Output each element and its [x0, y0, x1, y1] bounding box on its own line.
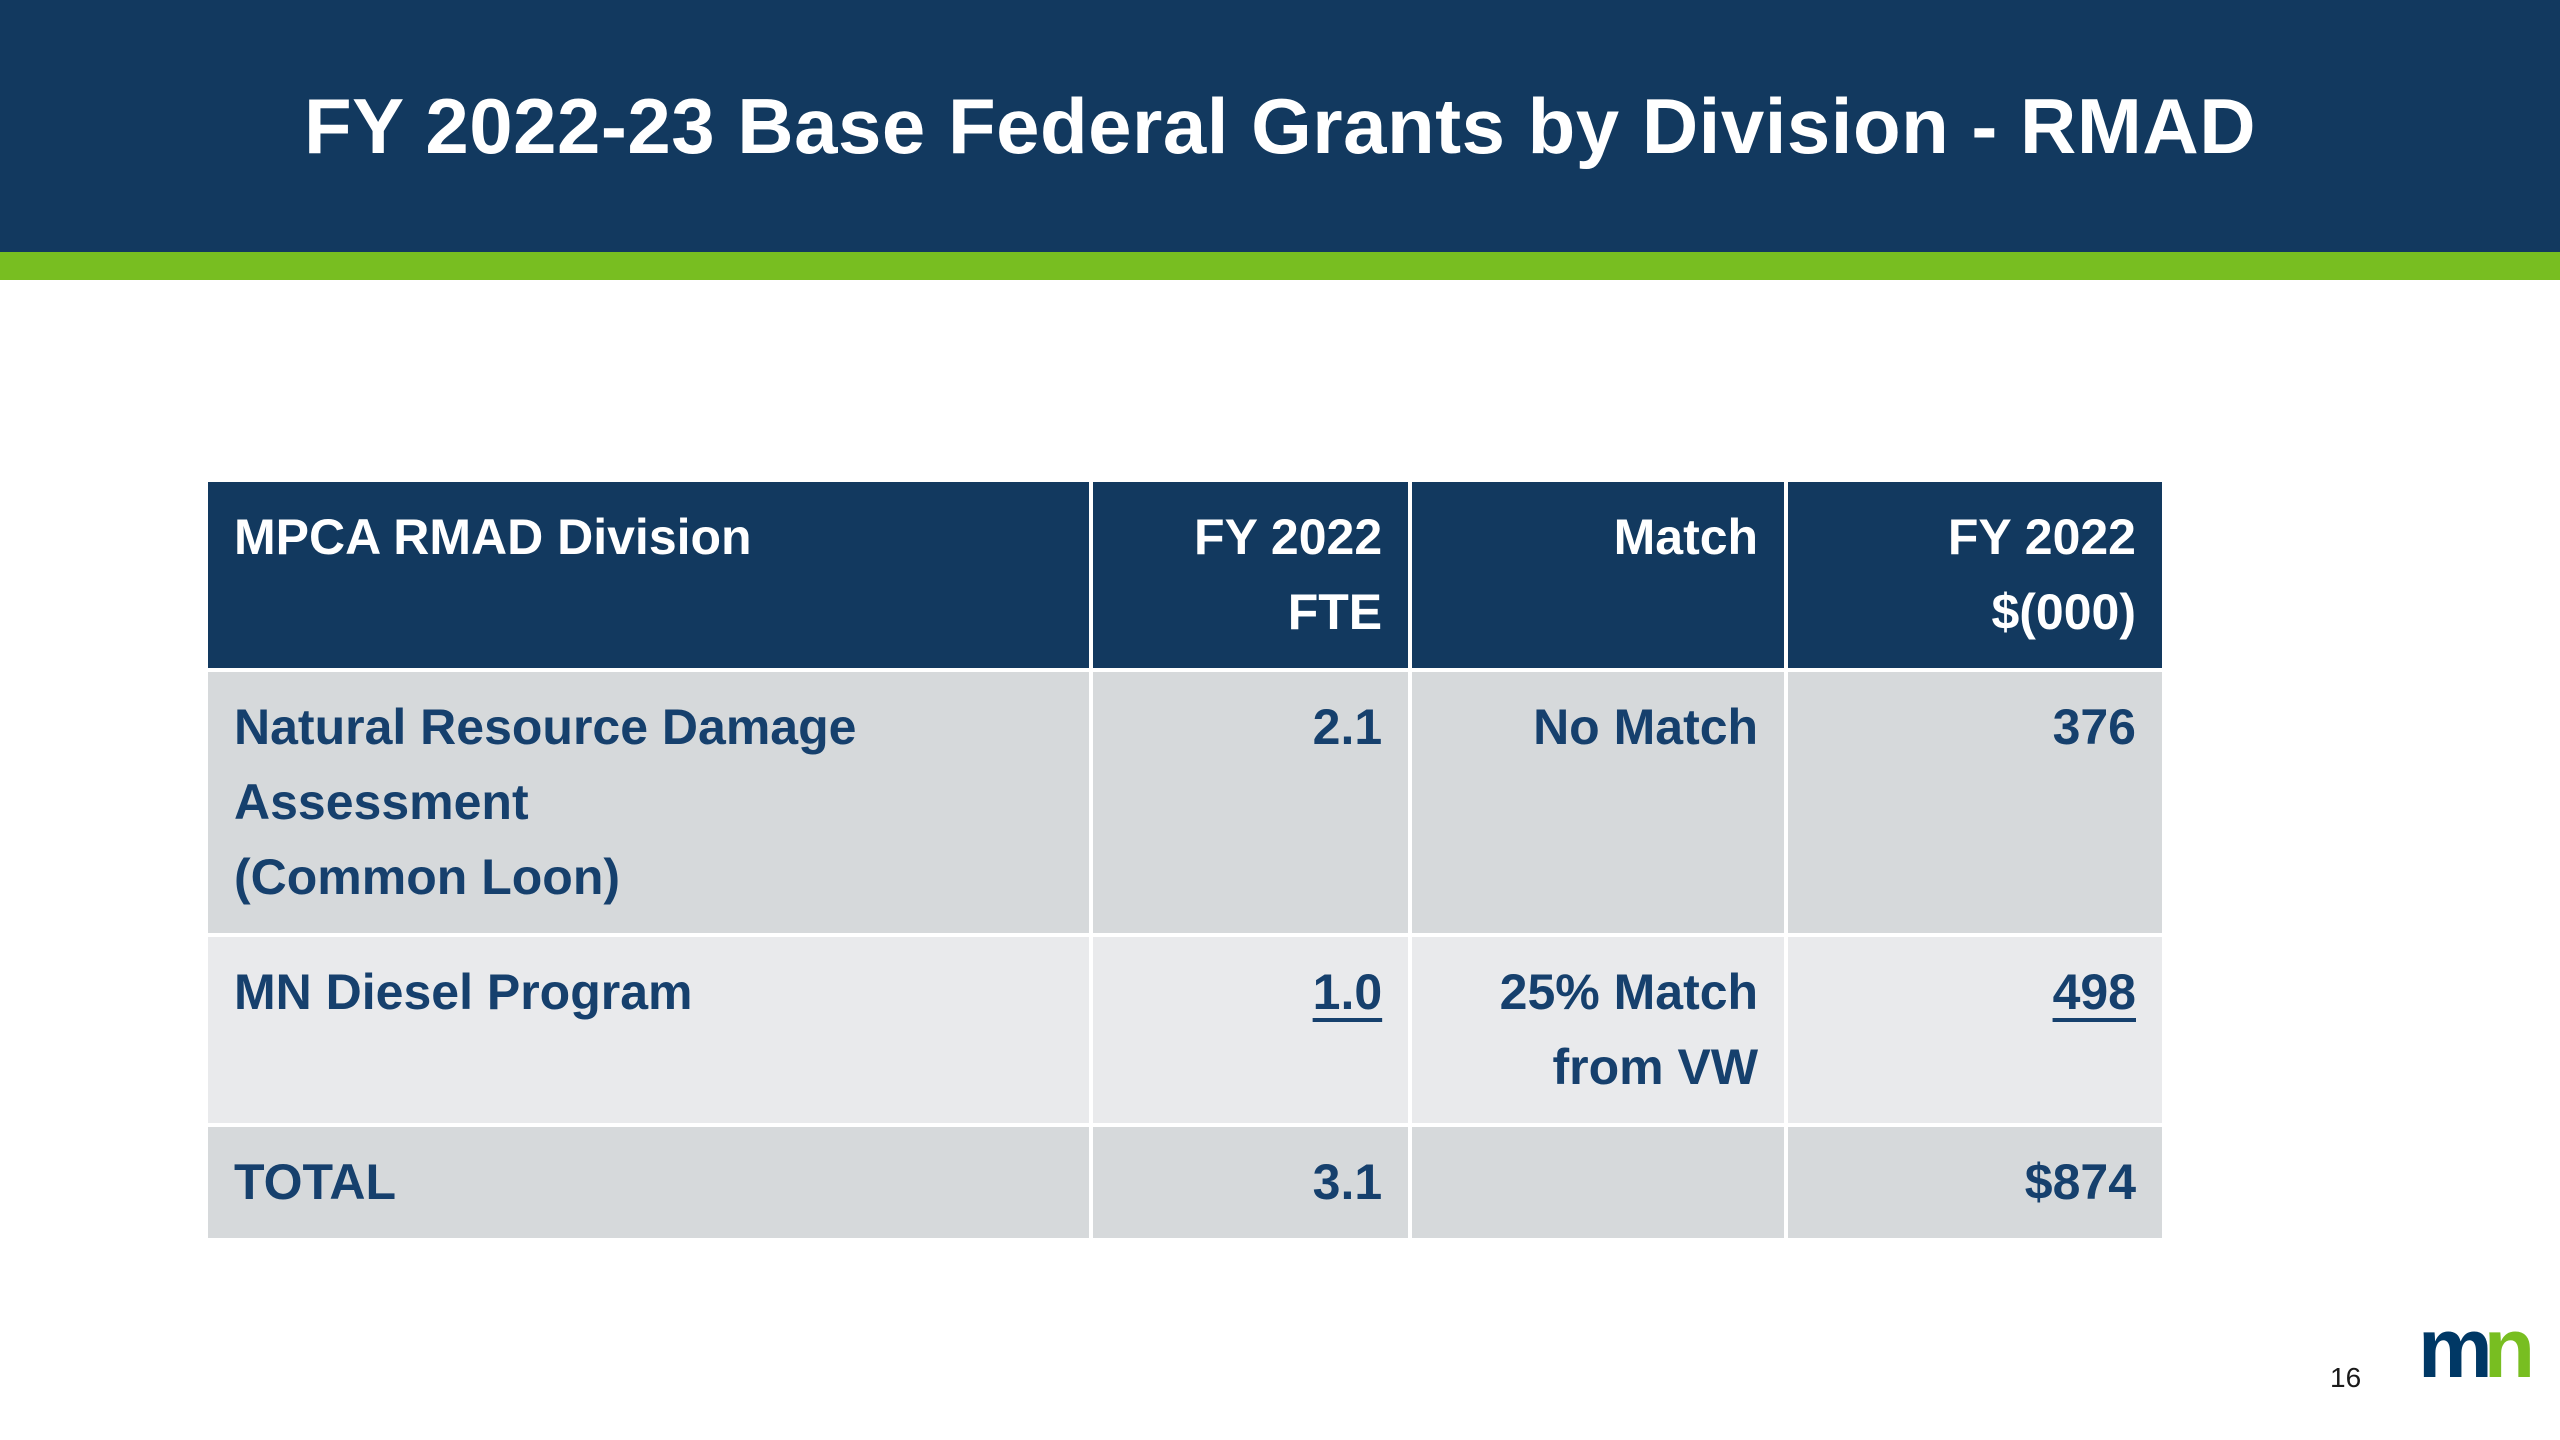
- fte-cell: 1.0: [1089, 933, 1413, 1127]
- fte-cell: 3.1: [1089, 1123, 1413, 1242]
- amount-value-underlined: 498: [2052, 964, 2136, 1020]
- column-header-division: MPCA RMAD Division: [203, 478, 1094, 672]
- column-header-amount: FY 2022 $(000): [1784, 478, 2166, 672]
- mn-logo: mn: [2418, 1306, 2535, 1390]
- table-header-row: MPCA RMAD Division FY 2022 FTE Match FY …: [203, 478, 2166, 672]
- fte-value-underlined: 1.0: [1312, 964, 1383, 1020]
- page-title: FY 2022-23 Base Federal Grants by Divisi…: [303, 81, 2257, 170]
- grants-table-container: MPCA RMAD Division FY 2022 FTE Match FY …: [203, 478, 2166, 1242]
- table-total-row: TOTAL 3.1 $874: [203, 1123, 2166, 1242]
- table-row: Natural Resource Damage Assessment (Comm…: [203, 668, 2166, 937]
- accent-stripe: [0, 252, 2560, 280]
- column-header-fte: FY 2022 FTE: [1089, 478, 1413, 672]
- fte-cell: 2.1: [1089, 668, 1413, 937]
- division-cell: TOTAL: [203, 1123, 1094, 1242]
- logo-letter-m: m: [2418, 1301, 2493, 1395]
- division-cell: Natural Resource Damage Assessment (Comm…: [203, 668, 1094, 937]
- grants-table: MPCA RMAD Division FY 2022 FTE Match FY …: [203, 478, 2166, 1242]
- column-header-match: Match: [1408, 478, 1789, 672]
- match-cell: No Match: [1408, 668, 1789, 937]
- amount-cell: 498: [1784, 933, 2166, 1127]
- page-number: 16: [2330, 1362, 2362, 1393]
- amount-cell: 376: [1784, 668, 2166, 937]
- division-cell: MN Diesel Program: [203, 933, 1094, 1127]
- logo-letter-n: n: [2483, 1301, 2535, 1395]
- slide-header-band: FY 2022-23 Base Federal Grants by Divisi…: [0, 0, 2560, 252]
- match-cell: 25% Match from VW: [1408, 933, 1789, 1127]
- match-cell: [1408, 1123, 1789, 1242]
- amount-cell: $874: [1784, 1123, 2166, 1242]
- table-row: MN Diesel Program 1.0 25% Match from VW …: [203, 933, 2166, 1127]
